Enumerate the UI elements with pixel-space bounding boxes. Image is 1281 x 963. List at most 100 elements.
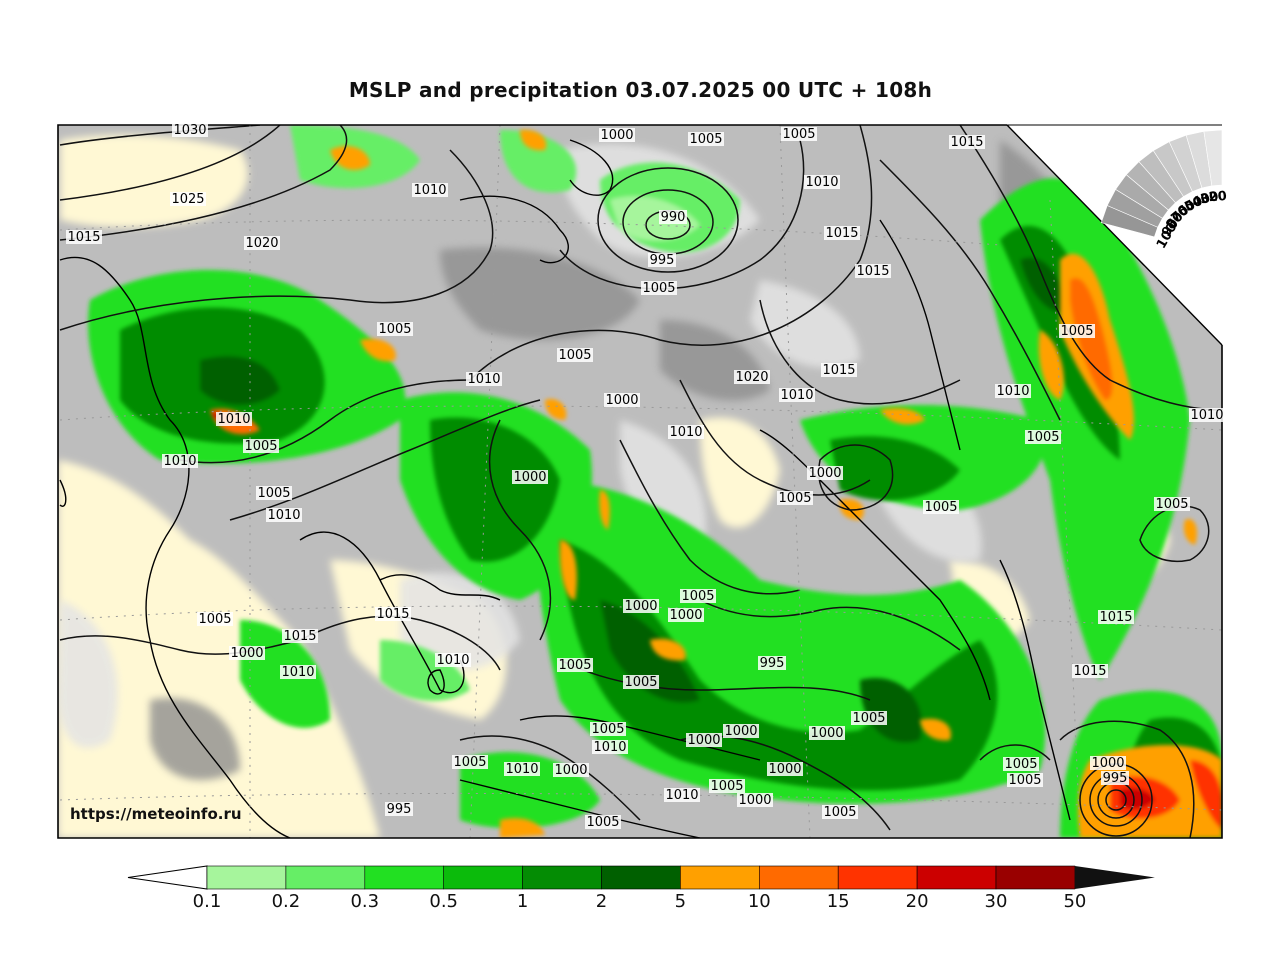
isobar-label: 1010 (669, 425, 702, 440)
colorbar-tick-label: 10 (747, 891, 771, 912)
colorbar-swatch (916, 865, 997, 890)
colorbar-swatch (995, 865, 1076, 890)
isobar-label: 1015 (856, 264, 889, 279)
isobar-label-background (723, 724, 759, 738)
isobar-label: 1010 (436, 653, 469, 668)
isobar-label-background (1154, 497, 1190, 511)
isobar-label: 995 (1103, 771, 1128, 786)
isobar-label-background (599, 128, 635, 142)
isobar-label-background (709, 779, 745, 793)
isobar-label-background (995, 384, 1031, 398)
isobar-label: 1015 (376, 607, 409, 622)
isobar-labels: 1030 1025 1015 1020 1010 1000 1005 1005 1015 990 9… (66, 123, 1225, 830)
isobar-label: 1010 (217, 412, 250, 427)
isobar-label: 1005 (1008, 773, 1041, 788)
isobar-label: 1030 (173, 123, 206, 138)
isobar-label-background (851, 711, 887, 725)
cloud-wedge-label: 40 (1190, 191, 1212, 211)
isobar-label-background (1090, 756, 1126, 770)
isobar-label-background (821, 363, 857, 377)
isobar-label: 1005 (591, 722, 624, 737)
isobar-label: 1000 (230, 646, 263, 661)
isobar-label: 1005 (642, 281, 675, 296)
colorbar-under-arrow (127, 865, 208, 890)
isobar-label: 1010 (665, 788, 698, 803)
isobar-label: 1010 (505, 762, 538, 777)
isobar-label-background (412, 183, 448, 197)
isobar-label-background (1098, 610, 1134, 624)
isobar-label: 1005 (257, 486, 290, 501)
isobar-label: 1015 (822, 363, 855, 378)
isobar-label-background (688, 132, 724, 146)
isobar-label-background (66, 230, 102, 244)
isobar-label-background (216, 412, 252, 426)
isobar-label: 1010 (467, 372, 500, 387)
isobar-label: 1000 (724, 724, 757, 739)
isobar-label: 1000 (738, 793, 771, 808)
isobar-label-background (648, 253, 676, 267)
isobar-label-background (1072, 664, 1108, 678)
isobar-label: 1020 (245, 236, 278, 251)
colorbar-swatch (522, 865, 602, 890)
isobar-label: 1000 (687, 733, 720, 748)
isobar-label-background (553, 763, 589, 777)
isobar-label-background (623, 599, 659, 613)
isobar-label-background (385, 802, 413, 816)
isobar-label: 1000 (513, 470, 546, 485)
isobar-label: 1005 (689, 132, 722, 147)
isobar-label-background (779, 388, 815, 402)
isobar-label-background (256, 486, 292, 500)
isobar-label: 1000 (808, 466, 841, 481)
isobar-label-background (804, 175, 840, 189)
isobar-label-background (377, 322, 413, 336)
chart-title: MSLP and precipitation 03.07.2025 00 UTC… (348, 78, 933, 102)
colorbar-tick-label: 0.3 (350, 891, 380, 912)
isobar-label-background (452, 755, 488, 769)
isobar-label-background (585, 815, 621, 829)
isobar-label: 1000 (605, 393, 638, 408)
colorbar-swatch (680, 865, 760, 890)
isobar-label-background (777, 491, 813, 505)
isobar-label: 1025 (171, 192, 204, 207)
isobar-label: 1015 (950, 135, 983, 150)
colorbar-tick-label: 30 (984, 891, 1008, 912)
isobar-label-background (668, 425, 704, 439)
isobar-label-background (280, 665, 316, 679)
isobar-label-background (824, 226, 860, 240)
colorbar-tick-label: 50 (1063, 891, 1087, 912)
isobar-label: 1015 (67, 230, 100, 245)
isobar-label: 995 (760, 656, 785, 671)
cloud-wedge-segment (1203, 129, 1223, 187)
isobar-label: 1005 (681, 589, 714, 604)
isobar-label: 1000 (1091, 756, 1124, 771)
isobar-label: 1010 (593, 740, 626, 755)
isobar-label: 1000 (554, 763, 587, 778)
isobar-label-background (680, 589, 716, 603)
isobar-label: 1010 (281, 665, 314, 680)
isobar-label-background (435, 653, 471, 667)
isobar-label: 1005 (624, 675, 657, 690)
map-frame (57, 124, 1223, 839)
isobar-label: 1020 (735, 370, 768, 385)
isobar-label-background (592, 740, 628, 754)
isobar-label-background (807, 466, 843, 480)
isobar-label: 1005 (1060, 324, 1093, 339)
map-field (58, 125, 1222, 838)
isobar-label: 1005 (782, 127, 815, 142)
colorbar-over-arrow (1074, 866, 1155, 889)
colorbar-tick-label: 15 (826, 891, 850, 912)
isobar-label: 1005 (378, 322, 411, 337)
isobar-label-background (923, 500, 959, 514)
isobar-label: 1005 (586, 815, 619, 830)
isobar-label-background (822, 805, 858, 819)
cloud-wedge-label: 50 (1182, 194, 1205, 215)
isobar-label: 990 (661, 210, 686, 225)
isobar-label-background (512, 470, 548, 484)
isobar-label: 1005 (453, 755, 486, 770)
colorbar-swatch (601, 865, 681, 890)
colorbar-swatch (206, 865, 287, 890)
isobar-label-background (855, 264, 891, 278)
isobar-label: 1010 (996, 384, 1029, 399)
